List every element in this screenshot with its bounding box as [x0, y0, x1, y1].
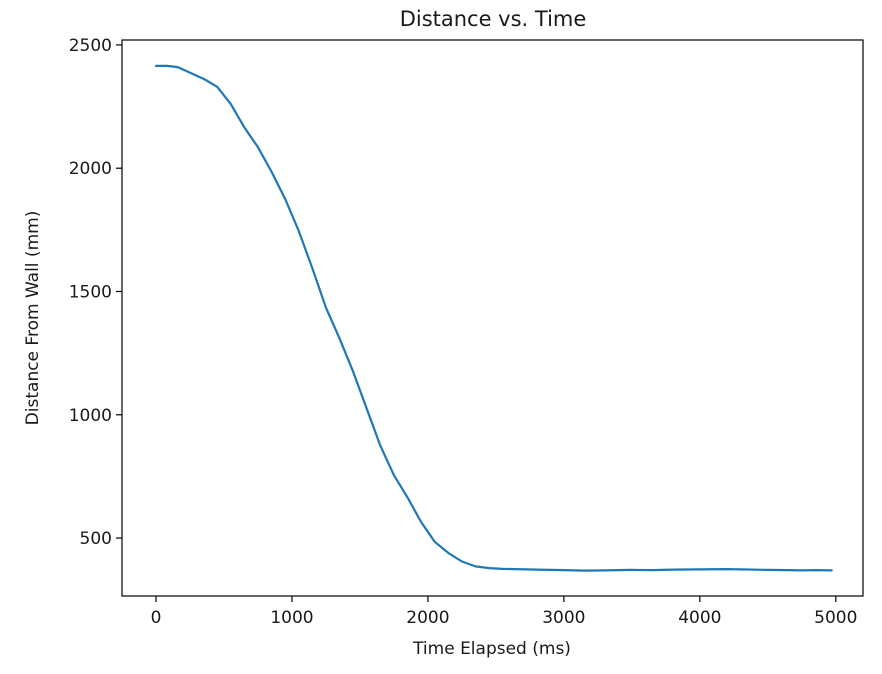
y-tick-label: 1000 [69, 406, 112, 426]
chart-title: Distance vs. Time [400, 7, 587, 31]
x-axis-label: Time Elapsed (ms) [412, 639, 571, 659]
distance-line [154, 64, 833, 572]
y-tick-label: 2500 [69, 36, 112, 56]
x-axis: 0 1000 2000 3000 4000 5000 [151, 596, 857, 628]
y-tick-label: 500 [80, 529, 112, 549]
x-tick-label: 4000 [678, 608, 721, 628]
x-tick-label: 0 [151, 608, 162, 628]
x-tick-label: 2000 [406, 608, 449, 628]
x-tick-label: 1000 [270, 608, 313, 628]
x-tick-label: 5000 [814, 608, 857, 628]
y-tick-label: 2000 [69, 159, 112, 179]
y-axis-label: Distance From Wall (mm) [23, 211, 43, 426]
y-tick-label: 1500 [69, 282, 112, 302]
x-tick-label: 3000 [542, 608, 585, 628]
y-axis: 500 1000 1500 2000 2500 [69, 36, 122, 549]
plot-area [121, 39, 864, 597]
